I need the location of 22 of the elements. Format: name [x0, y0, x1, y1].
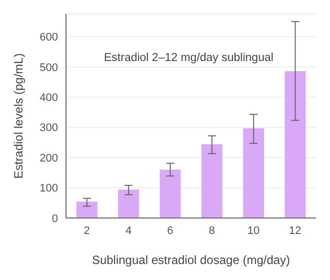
bar	[76, 202, 98, 218]
x-tick-label: 8	[208, 224, 215, 237]
y-tick-label: 300	[40, 122, 58, 134]
x-tick-label: 12	[289, 224, 302, 237]
y-tick-label: 100	[40, 182, 58, 195]
y-tick-label: 500	[40, 62, 58, 74]
y-axis-title: Estradiol levels (pg/mL)	[11, 53, 26, 179]
x-tick-label: 10	[247, 224, 260, 237]
x-tick-label: 2	[84, 224, 90, 237]
x-axis-title: Sublingual estradiol dosage (mg/day)	[92, 253, 290, 267]
y-tick-label: 400	[40, 92, 58, 104]
bar	[160, 170, 181, 218]
annotation: Estradiol 2–12 mg/day sublingual	[104, 52, 274, 64]
x-tick-label: 6	[167, 224, 174, 237]
bar	[243, 128, 264, 218]
y-tick-label: 200	[40, 152, 58, 164]
bar	[118, 190, 140, 218]
bar	[284, 71, 306, 218]
y-tick-label: 0	[52, 212, 58, 225]
y-tick-label: 600	[40, 32, 58, 44]
x-tick-label: 4	[125, 224, 132, 237]
bar	[201, 144, 222, 218]
